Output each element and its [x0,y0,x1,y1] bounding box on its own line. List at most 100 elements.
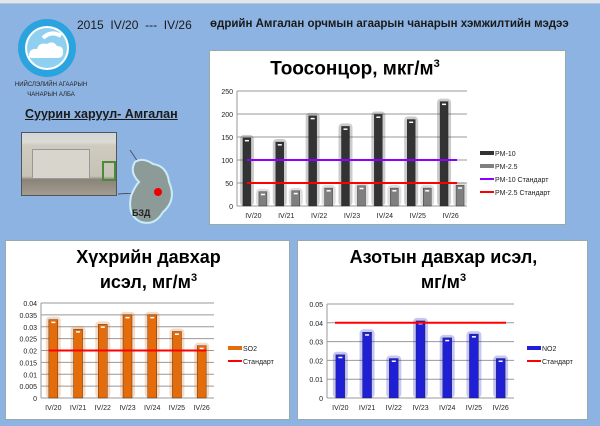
y-tick-label: 0 [319,396,323,403]
bar-highlight [150,316,155,319]
bar-PM-2.5 [455,185,465,207]
bar-SO2 [147,314,157,399]
page-title: өдрийн Амгалан орчмын агаарын чанарын хэ… [210,18,569,30]
no2-chart-title: Азотын давхар исэл, мг/м3 [298,247,589,293]
x-tick-label: IV/22 [311,213,327,220]
bar-highlight [471,336,476,338]
bar-PM-2.5 [291,190,300,207]
x-tick-label: IV/26 [193,405,209,412]
bar-highlight [409,121,414,124]
x-tick-label: IV/21 [70,405,86,412]
title-line1: Азотын давхар исэл, [349,247,538,267]
x-tick-label: IV/23 [412,405,428,412]
bar-highlight [293,192,298,195]
title-sup: 3 [460,272,467,284]
legend-label: PM-10 Стандарт [495,177,549,184]
bar-PM-10 [341,126,350,207]
bar-highlight [260,193,265,196]
bar-highlight [174,333,179,335]
year: 2015 [77,18,104,32]
x-tick-label: IV/20 [245,213,261,220]
bar-highlight [392,190,397,192]
bar-highlight [125,316,130,319]
so2-chart-title: Хүхрийн давхар исэл, мг/м3 [6,247,291,293]
x-tick-label: IV/22 [386,405,402,412]
title-line1: Хүхрийн давхар [76,247,221,267]
bar-highlight [442,103,447,106]
bar-NO2 [495,358,506,399]
bar-SO2 [48,319,59,399]
x-tick-label: IV/23 [344,213,360,220]
y-tick-label: 0.005 [19,384,37,391]
district-map: БЗД [117,150,173,224]
y-tick-label: 0.02 [309,358,323,365]
title-text: Тоосонцор, мкг/м [270,58,434,80]
bar-PM-10 [275,141,284,207]
bar-highlight [343,128,348,130]
bar-PM-2.5 [422,187,432,207]
y-tick-label: 0.035 [19,313,37,320]
x-tick-label: IV/24 [439,405,455,412]
bar-highlight [244,139,249,142]
separator: --- [145,18,158,32]
bar-NO2 [469,333,479,399]
x-tick-label: IV/21 [359,405,375,412]
bar-PM-2.5 [324,187,333,207]
bar-highlight [391,360,396,363]
station-photo [21,132,117,196]
x-tick-label: IV/25 [466,405,482,412]
bar-highlight [376,116,381,118]
date-range: 2015 IV/20 --- IV/26 [77,18,192,32]
bar-SO2 [196,345,207,399]
agency-logo [18,19,76,77]
y-tick-label: 150 [221,135,233,142]
bar-highlight [326,190,331,192]
x-tick-label: IV/25 [410,213,426,220]
y-tick-label: 0.03 [309,340,323,347]
x-tick-label: IV/26 [492,405,508,412]
bar-highlight [338,356,343,359]
bar-highlight [277,144,282,146]
bar-highlight [100,326,105,328]
x-tick-label: IV/20 [332,405,348,412]
y-tick-label: 0.015 [19,360,37,367]
legend-label: NO2 [542,346,557,353]
y-tick-label: 0 [229,204,233,211]
x-tick-label: IV/22 [95,405,111,412]
x-tick-label: IV/25 [169,405,185,412]
pm-chart: 0 50 100 150 200 250 IV/20 IV/21 IV/22 IV/23 IV/24… [221,89,551,220]
bar-PM-2.5 [357,185,366,207]
bar-PM-2.5 [258,191,268,207]
bar-PM-10 [439,101,449,207]
map-label: БЗД [132,208,151,218]
y-tick-label: 50 [225,181,233,188]
legend-label: Стандарт [542,359,574,366]
bar-highlight [445,339,450,342]
window-top-bar [0,0,600,4]
legend-label: PM-10 [495,151,516,158]
bar-PM-10 [242,137,252,207]
bar-highlight [51,321,56,324]
legend-label: SO2 [243,346,257,353]
title-line2: мг/м [420,272,460,292]
bar-highlight [76,331,81,333]
legend-swatch [480,151,494,155]
y-tick-label: 0.04 [23,301,37,308]
legend-swatch [527,346,541,350]
bar-PM-10 [406,119,416,207]
y-tick-label: 0.025 [19,337,37,344]
x-tick-label: IV/24 [144,405,160,412]
legend-label: Стандарт [243,359,275,366]
start-date: IV/20 [110,18,139,32]
y-tick-label: 0.02 [23,349,37,356]
bar-SO2 [73,328,83,399]
x-tick-label: IV/21 [278,213,294,220]
bar-NO2 [389,358,399,399]
pm-chart-title: Тоосонцор, мкг/м3 [210,58,500,80]
bar-highlight [359,187,364,190]
legend-swatch [228,346,242,350]
bar-NO2 [335,354,346,399]
org-line2: ЧАНАРЫН АЛБА [27,92,75,98]
bar-SO2 [98,324,108,399]
y-tick-label: 0.05 [309,302,323,309]
